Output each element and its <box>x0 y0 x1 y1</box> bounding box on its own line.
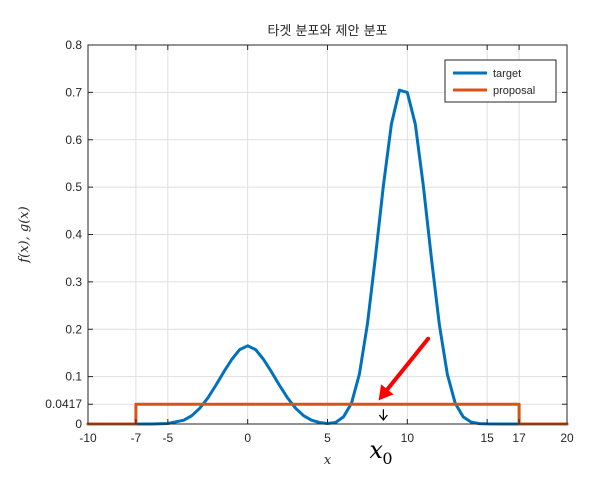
x-tick-label: -7 <box>131 431 142 445</box>
y-tick-label: 0.4 <box>65 228 82 242</box>
chart-title: 타겟 분포와 제안 분포 <box>267 24 387 39</box>
series-line-target <box>86 88 569 426</box>
x-axis-label: x <box>324 453 332 468</box>
legend: target proposal <box>444 59 557 103</box>
legend-box <box>444 59 557 103</box>
legend-label-target: target <box>493 68 521 80</box>
red-arrow-shaft <box>385 336 431 392</box>
x-tick-label: 0 <box>244 431 251 445</box>
y-axis-label: f(x), g(x) <box>17 206 32 263</box>
x0-annotation-subscript: 0 <box>382 449 392 468</box>
ticks: -10 -7 -5 0 5 10 15 17 20 0 0.0417 0.1 0.2 0.3 0.4 0.5 0… <box>45 38 574 445</box>
y-tick-label: 0 <box>75 417 82 431</box>
red-arrow-head <box>378 384 394 401</box>
x-tick-label: 20 <box>560 431 574 445</box>
x0-annotation: x <box>369 436 383 464</box>
x-tick-label: 17 <box>512 431 526 445</box>
y-tick-label: 0.3 <box>65 275 82 289</box>
y-tick-label: 0.6 <box>65 133 82 147</box>
x-tick-label: 5 <box>324 431 331 445</box>
y-tick-label: 0.2 <box>65 322 82 336</box>
y-tick-label: 0.8 <box>65 38 82 52</box>
y-tick-label: 0.5 <box>65 180 82 194</box>
x-tick-label: 15 <box>480 431 494 445</box>
x-tick-label: 10 <box>401 431 415 445</box>
x-tick-label: -10 <box>79 431 97 445</box>
x-tick-label: -5 <box>162 431 173 445</box>
y-tick-label: 0.0417 <box>45 397 82 411</box>
y-tick-label: 0.7 <box>65 85 82 99</box>
x0-marker-arrow <box>378 414 388 421</box>
legend-label-proposal: proposal <box>493 85 535 97</box>
y-tick-label: 0.1 <box>65 370 82 384</box>
